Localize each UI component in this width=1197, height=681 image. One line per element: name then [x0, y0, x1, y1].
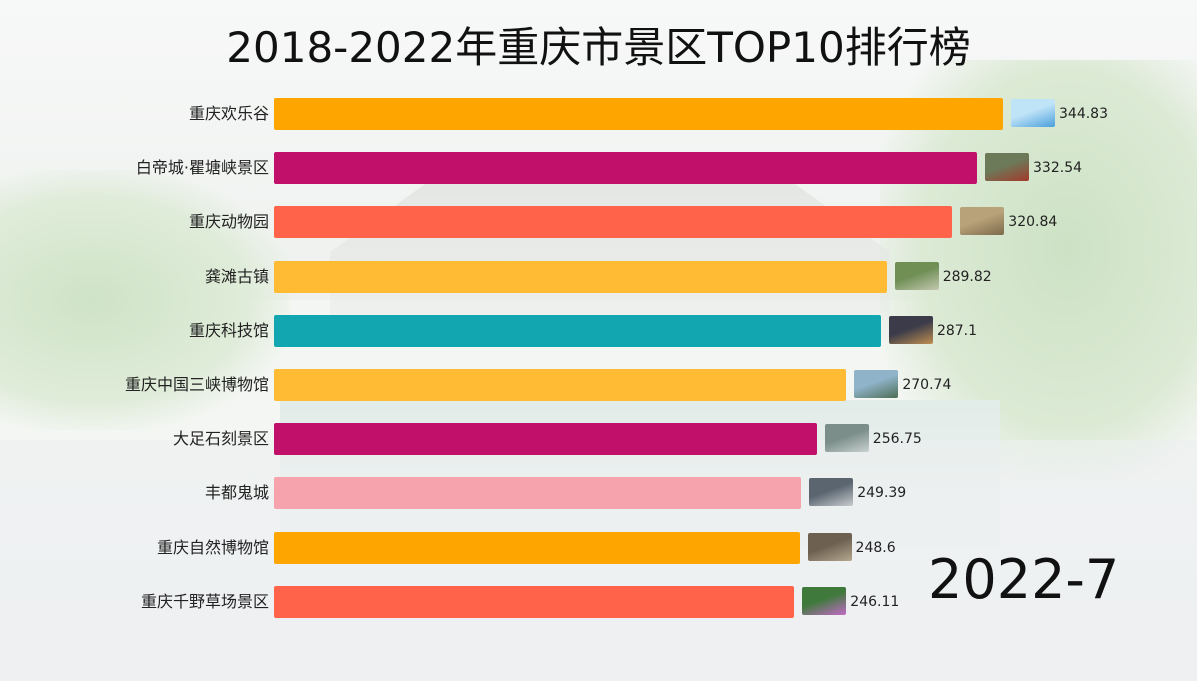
chart-title: 2018-2022年重庆市景区TOP10排行榜 — [226, 23, 971, 72]
category-label: 重庆动物园 — [188, 212, 269, 232]
scenic-thumbnail — [809, 478, 854, 507]
category-label: 重庆欢乐谷 — [188, 104, 269, 123]
bar-row: 重庆科技馆 287.1 — [0, 314, 1197, 348]
value-label: 249.39 — [857, 485, 907, 502]
scenic-thumbnail — [1011, 99, 1055, 127]
category-label: 重庆自然博物馆 — [156, 537, 269, 557]
bar — [274, 531, 800, 564]
bar — [274, 98, 1003, 130]
bar — [274, 260, 887, 293]
scenic-thumbnail — [960, 207, 1005, 236]
background-trees-left — [0, 170, 290, 430]
value-label: 332.54 — [1033, 160, 1083, 177]
bar — [274, 206, 953, 239]
scenic-thumbnail — [854, 370, 899, 398]
bar — [274, 423, 817, 456]
category-label: 重庆中国三峡博物馆 — [124, 375, 269, 394]
category-label: 大足石刻景区 — [172, 429, 269, 449]
bar-row: 白帝城·瞿塘峡景区 332.54 — [0, 151, 1197, 185]
bar — [274, 152, 978, 185]
bar-row: 重庆中国三峡博物馆 270.74 — [0, 368, 1197, 402]
value-label: 344.83 — [1059, 106, 1108, 122]
value-label: 246.11 — [850, 593, 900, 610]
scenic-thumbnail — [985, 153, 1030, 182]
bar-row: 重庆动物园 320.84 — [0, 205, 1197, 239]
bar — [274, 369, 847, 401]
bar — [274, 314, 881, 347]
category-label: 白帝城·瞿塘峡景区 — [135, 158, 269, 178]
value-label: 248.6 — [855, 539, 896, 556]
scenic-thumbnail — [802, 586, 847, 615]
bar — [274, 477, 802, 510]
category-label: 龚滩古镇 — [204, 266, 269, 286]
category-label: 重庆科技馆 — [188, 320, 269, 340]
bar-row: 重庆自然博物馆 248.6 — [0, 531, 1197, 565]
scenic-thumbnail — [888, 315, 933, 344]
value-label: 256.75 — [872, 431, 922, 448]
scenic-thumbnail — [824, 424, 869, 453]
value-label: 270.74 — [902, 377, 952, 393]
scenic-thumbnail — [807, 532, 852, 561]
value-label: 289.82 — [942, 268, 992, 285]
value-label: 320.84 — [1008, 214, 1058, 231]
scenic-thumbnail — [894, 261, 939, 290]
category-label: 丰都鬼城 — [204, 483, 269, 503]
bar — [274, 585, 795, 618]
value-label: 287.1 — [936, 322, 978, 339]
bar-row: 重庆欢乐谷 344.83 — [0, 97, 1197, 131]
bar-row: 大足石刻景区 256.75 — [0, 422, 1197, 456]
bar-row: 丰都鬼城 249.39 — [0, 476, 1197, 510]
bar-row: 重庆千野草场景区 246.11 — [0, 585, 1197, 619]
bar-row: 龚滩古镇 289.82 — [0, 260, 1197, 294]
category-label: 重庆千野草场景区 — [140, 591, 269, 611]
period-label: 2022-7 — [928, 548, 1120, 611]
